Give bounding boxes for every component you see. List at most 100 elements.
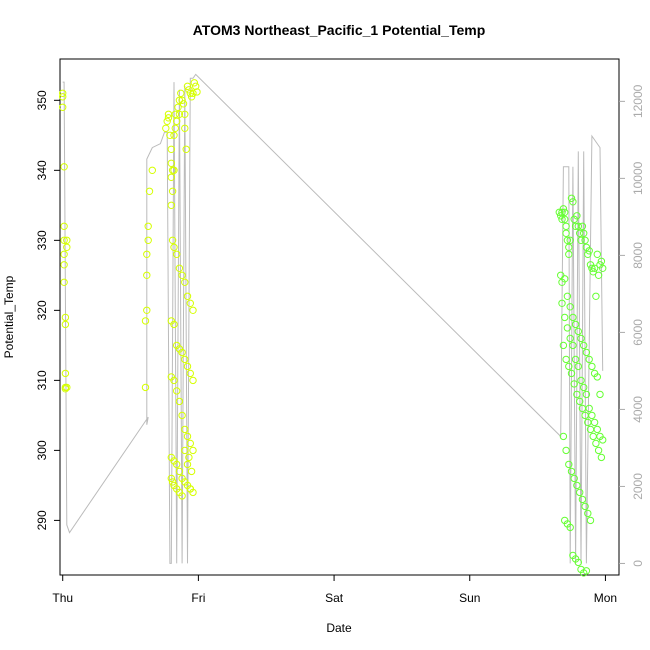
data-point <box>173 387 181 395</box>
data-point <box>571 320 580 329</box>
data-point <box>189 306 197 314</box>
data-point <box>190 79 199 87</box>
data-point <box>566 303 574 311</box>
data-point <box>558 215 566 224</box>
data-point <box>569 341 577 350</box>
data-point <box>178 348 186 357</box>
data-point <box>181 124 189 133</box>
data-point <box>561 313 569 322</box>
data-point <box>167 145 176 154</box>
data-point <box>171 110 180 119</box>
data-point <box>186 439 195 448</box>
data-point <box>166 131 174 140</box>
data-point <box>567 467 576 476</box>
data-point <box>584 250 592 259</box>
data-point <box>60 163 68 171</box>
data-point <box>187 93 196 101</box>
data-point <box>181 425 189 434</box>
data-point <box>577 236 585 245</box>
data-point <box>145 187 154 196</box>
data-point <box>187 467 196 476</box>
data-point <box>167 173 176 182</box>
x-axis-label: Date <box>326 621 352 635</box>
data-point <box>566 334 574 343</box>
data-point <box>59 103 67 112</box>
data-point <box>186 369 195 378</box>
y-tick-label: 290 <box>35 510 49 530</box>
data-point <box>189 446 197 455</box>
scatter-points-layer <box>59 79 607 577</box>
data-point <box>63 383 71 392</box>
data-point <box>175 397 184 406</box>
y2-tick-label: 10000 <box>631 161 645 195</box>
x-tick-label: Sun <box>459 591 480 605</box>
data-point <box>163 117 171 126</box>
data-point <box>168 187 177 196</box>
data-point <box>559 341 568 350</box>
data-point <box>60 261 68 269</box>
data-point <box>183 460 192 469</box>
data-point <box>171 124 180 133</box>
data-point <box>599 436 607 444</box>
data-point <box>597 453 606 462</box>
data-point <box>573 390 581 399</box>
data-point <box>141 383 150 392</box>
data-point <box>586 516 595 525</box>
data-point <box>558 299 566 307</box>
data-point <box>181 110 189 119</box>
data-point <box>582 390 591 399</box>
y-tick-label: 310 <box>35 370 49 390</box>
data-point <box>594 271 603 279</box>
data-point <box>570 474 578 483</box>
x-tick-label: Fri <box>191 591 205 605</box>
right-y-axis: 0 2000 4000 6000 8000 10000 12000 <box>619 84 645 567</box>
data-point <box>571 355 580 364</box>
data-point <box>590 264 599 272</box>
data-point <box>588 362 596 371</box>
data-point <box>143 306 151 314</box>
data-point <box>144 236 152 245</box>
y-tick-label: 300 <box>35 440 49 460</box>
data-point <box>170 166 178 175</box>
data-point <box>570 380 578 388</box>
data-point <box>60 250 68 259</box>
data-point <box>192 82 200 91</box>
data-point <box>144 222 152 231</box>
chart-title: ATOM3 Northeast_Pacific_1 Potential_Temp <box>193 22 486 38</box>
data-point <box>577 334 585 343</box>
data-point <box>63 236 71 245</box>
data-point <box>61 313 70 322</box>
data-point <box>599 264 607 272</box>
data-point <box>576 397 584 406</box>
data-point <box>582 567 591 575</box>
data-point <box>183 432 192 441</box>
data-point <box>594 446 603 455</box>
data-point <box>580 229 588 238</box>
data-point <box>596 390 604 399</box>
data-point <box>561 215 569 224</box>
y2-tick-label: 12000 <box>631 84 645 118</box>
data-point <box>186 485 195 493</box>
data-point <box>168 478 177 486</box>
data-point <box>141 317 150 325</box>
data-point <box>565 362 573 371</box>
data-point <box>59 89 67 98</box>
data-point <box>573 212 581 220</box>
data-point <box>569 198 577 206</box>
data-point <box>60 278 68 286</box>
data-point <box>565 250 573 259</box>
data-point <box>183 82 192 91</box>
data-point <box>577 376 585 385</box>
data-point <box>578 222 587 231</box>
data-point <box>584 418 592 427</box>
data-point <box>576 229 584 238</box>
data-point <box>562 355 570 364</box>
data-point <box>558 208 566 217</box>
data-point <box>173 117 181 126</box>
y-tick-label: 320 <box>35 300 49 320</box>
y2-tick-label: 8000 <box>631 242 645 269</box>
data-point <box>175 467 184 476</box>
data-point <box>569 313 577 322</box>
y-axis-label: Potential_Temp <box>2 275 16 358</box>
data-point <box>181 355 189 364</box>
